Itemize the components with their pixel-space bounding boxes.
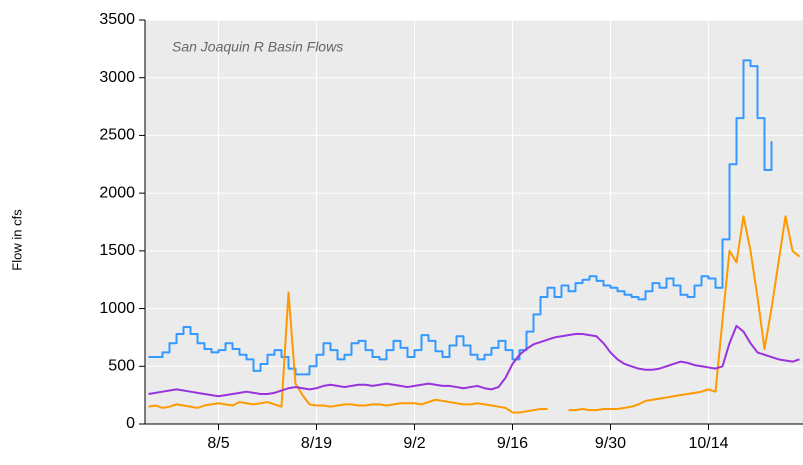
y-tick-label: 1500 — [99, 242, 135, 259]
x-tick-label: 10/14 — [688, 435, 728, 452]
series-line — [148, 215, 801, 414]
x-tick-label: 9/16 — [497, 435, 528, 452]
x-tick-label: 8/19 — [301, 435, 332, 452]
y-tick-label: 3000 — [99, 69, 135, 86]
y-axis-label: Flow in cfs — [9, 209, 24, 271]
plot-area — [145, 20, 803, 424]
x-tick-label: 8/5 — [207, 435, 229, 452]
y-tick-label: 3500 — [99, 11, 135, 28]
y-tick-label: 500 — [108, 358, 135, 375]
y-tick-label: 2500 — [99, 127, 135, 144]
y-tick-label: 1000 — [99, 300, 135, 317]
x-tick-label: 9/2 — [403, 435, 425, 452]
y-tick-label: 0 — [126, 415, 135, 432]
chart-title: San Joaquin R Basin Flows — [172, 39, 343, 55]
series-line — [148, 59, 773, 376]
y-tick-label: 2000 — [99, 184, 135, 201]
x-tick-label: 9/30 — [595, 435, 626, 452]
series-line — [148, 324, 800, 398]
